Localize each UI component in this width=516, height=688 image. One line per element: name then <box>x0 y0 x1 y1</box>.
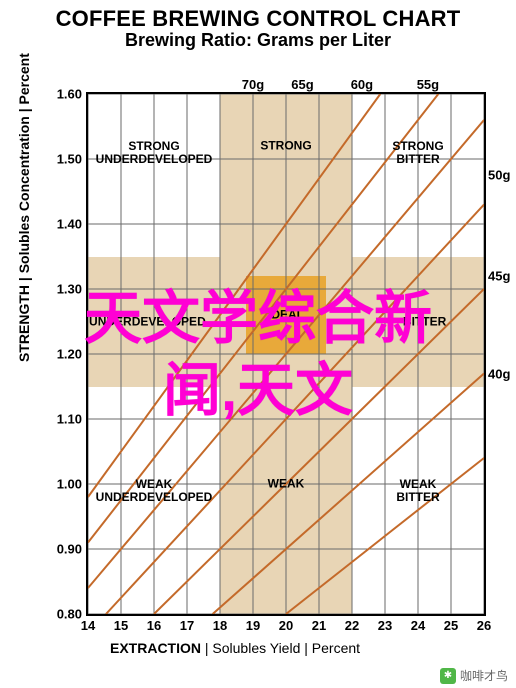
zone-label: BITTER <box>403 315 446 328</box>
grams-label-top: 65g <box>291 77 313 92</box>
x-tick: 14 <box>81 618 95 633</box>
x-tick: 15 <box>114 618 128 633</box>
footer-text: 咖啡才鸟 <box>460 667 508 684</box>
y-tick: 1.50 <box>57 152 82 167</box>
wechat-icon: ✱ <box>440 668 456 684</box>
x-tick: 16 <box>147 618 161 633</box>
x-tick: 17 <box>180 618 194 633</box>
zone-label: WEAKUNDERDEVELOPED <box>96 477 213 503</box>
y-tick: 1.30 <box>57 282 82 297</box>
zone-label: STRONG <box>260 139 311 152</box>
x-tick: 26 <box>477 618 491 633</box>
zone-label: UNDERDEVELOPED <box>89 315 206 328</box>
zone-label: IDEAL <box>268 308 304 321</box>
title-block: COFFEE BREWING CONTROL CHART Brewing Rat… <box>0 0 516 51</box>
grams-label-top: 70g <box>242 77 264 92</box>
chart-container: STRENGTH | Solubles Concentration | Perc… <box>30 62 506 652</box>
grams-label-right: 50g <box>488 168 510 183</box>
grams-label-right: 40g <box>488 366 510 381</box>
zone-label: STRONGBITTER <box>392 139 443 165</box>
x-tick: 18 <box>213 618 227 633</box>
y-tick: 0.80 <box>57 607 82 622</box>
x-axis-label: EXTRACTION | Solubles Yield | Percent <box>110 640 360 656</box>
grams-label-top: 60g <box>351 77 373 92</box>
x-tick: 24 <box>411 618 425 633</box>
y-tick: 1.20 <box>57 347 82 362</box>
x-tick: 21 <box>312 618 326 633</box>
x-tick: 25 <box>444 618 458 633</box>
plot-area: 0.800.901.001.101.201.301.401.501.601415… <box>86 92 486 616</box>
grams-label-right: 45g <box>488 269 510 284</box>
x-tick: 20 <box>279 618 293 633</box>
chart-subtitle: Brewing Ratio: Grams per Liter <box>0 30 516 51</box>
y-tick: 1.10 <box>57 412 82 427</box>
zone-label: STRONGUNDERDEVELOPED <box>96 139 213 165</box>
zone-label: WEAK <box>268 477 305 490</box>
y-tick: 1.40 <box>57 217 82 232</box>
x-tick: 23 <box>378 618 392 633</box>
y-tick: 1.00 <box>57 477 82 492</box>
grams-label-top: 55g <box>417 77 439 92</box>
zone-label: WEAKBITTER <box>396 477 439 503</box>
y-axis-label: STRENGTH | Solubles Concentration | Perc… <box>16 53 32 362</box>
y-tick: 1.60 <box>57 87 82 102</box>
x-tick: 22 <box>345 618 359 633</box>
y-tick: 0.90 <box>57 542 82 557</box>
chart-title: COFFEE BREWING CONTROL CHART <box>0 6 516 32</box>
footer-source: ✱ 咖啡才鸟 <box>440 667 508 684</box>
x-tick: 19 <box>246 618 260 633</box>
